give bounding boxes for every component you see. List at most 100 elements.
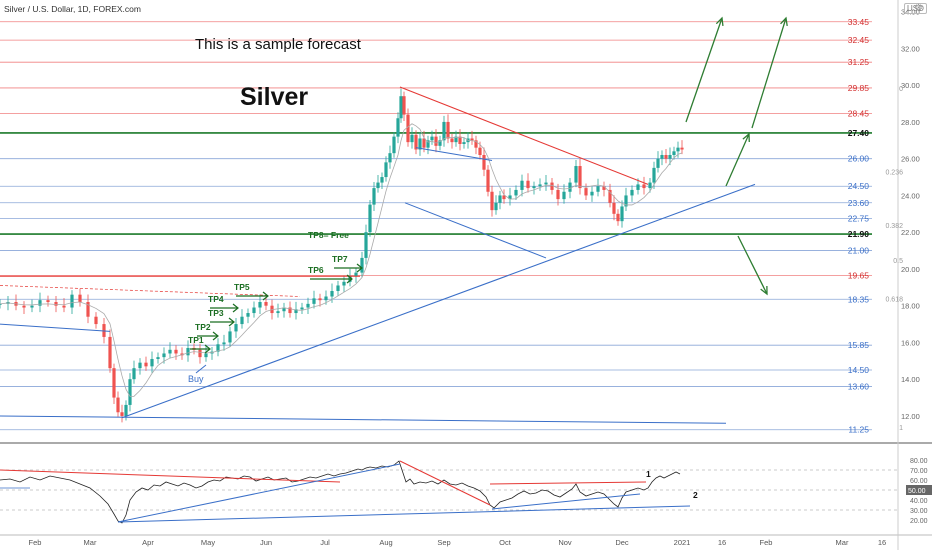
buy-pointer [195,364,207,374]
time-tick-label: Sep [437,538,450,547]
candle-body [204,353,208,358]
candle-body [680,147,684,150]
candle-body [372,188,376,205]
candle-body [508,195,512,200]
candle-body [450,138,454,143]
tp-label-8: TP8= Free [308,230,349,240]
candle-body [318,298,322,301]
rsi-red-trendline [0,469,341,483]
forecast-arrow-4 [737,235,768,295]
tp-arrow-head-4 [232,303,239,313]
tp-label-1: TP1 [188,335,204,345]
candle-body [620,206,624,222]
candle-body [300,307,304,310]
level-label-33.45: 33.45 [848,17,870,27]
candle-body [602,186,606,190]
tp-label-6: TP6 [308,265,324,275]
descending-trendline [399,86,649,185]
candle-body [494,202,498,211]
level-label-15.85: 15.85 [848,340,870,350]
rsi-red-resistance [489,481,647,485]
price-tick-label: 30.00 [901,81,920,90]
candle-body [364,232,368,258]
fib-label: 1 [899,425,903,432]
candle-body [294,309,298,314]
price-tick-label: 22.00 [901,228,920,237]
candle-body [590,191,594,196]
candle-body [124,404,128,416]
price-tick-label: 24.00 [901,191,920,200]
candle-body [556,189,560,200]
level-label-28.45: 28.45 [848,109,870,119]
rsi-point-1: 1 [646,469,651,479]
fib-label: 0 [899,86,903,93]
candle-body [612,202,616,214]
candle-body [306,303,310,308]
rsi-tick-label: 30.00 [910,508,928,515]
candle-body [38,300,42,306]
fib-label: 0.236 [885,170,903,177]
tp-label-2: TP2 [195,322,211,332]
candle-body [664,155,668,159]
forecast-arrow-1 [685,17,723,123]
candle-body [422,138,426,148]
level-label-21.90: 21.90 [848,229,870,239]
candle-body [162,353,166,358]
candle-body [150,358,154,367]
time-tick-label: May [201,538,215,547]
candle-body [112,368,116,398]
candle-body [574,166,578,183]
price-tick-label: 16.00 [901,338,920,347]
candle-body [312,298,316,304]
candle-body [174,349,178,354]
gear-icon[interactable]: ⚙ [914,3,923,14]
candle-body [288,307,292,314]
candle-body [668,155,672,159]
tp-label-5: TP5 [234,282,250,292]
candle-body [186,347,190,356]
candle-body [168,349,172,354]
fib-label: 0.382 [885,223,903,230]
candle-body [418,138,422,150]
tp-arrow-head-2 [212,331,219,341]
candle-body [240,316,244,325]
level-label-31.25: 31.25 [848,57,870,67]
candle-body [228,331,232,343]
candle-body [258,302,262,308]
forecast-note: This is a sample forecast [195,36,361,53]
fib-label: 0.618 [885,296,903,303]
level-label-19.65: 19.65 [848,270,870,280]
price-tick-label: 32.00 [901,44,920,53]
candle-body [282,307,286,312]
candle-body [596,186,600,192]
candle-body [672,151,676,156]
price-tick-label: 18.00 [901,302,920,311]
candle-body [380,177,384,183]
candle-body [402,96,406,115]
candle-body [520,180,524,190]
rsi-point-2: 2 [693,490,698,500]
level-label-14.50: 14.50 [848,365,870,375]
candle-body [434,136,438,146]
candle-body [502,195,506,200]
candle-body [276,311,280,314]
currency-badge[interactable]: USD [904,3,927,14]
candle-body [108,336,112,369]
level-label-24.50: 24.50 [848,181,870,191]
forecast-arrow-3-head [742,132,750,143]
forecast-arrow-4-head [760,285,768,296]
candle-body [144,362,148,367]
candle-body [330,290,334,297]
time-tick-label: Jul [320,538,330,547]
candle-body [234,324,238,332]
fib-label: 0.5 [893,258,903,265]
level-label-32.45: 32.45 [848,35,870,45]
candle-body [578,166,582,189]
candle-body [406,114,410,143]
moving-average-line [0,123,683,397]
tp-arrow-head-7 [356,263,363,273]
time-tick-label: Aug [379,538,392,547]
candle-body [676,147,680,152]
tp-label-4: TP4 [208,294,224,304]
